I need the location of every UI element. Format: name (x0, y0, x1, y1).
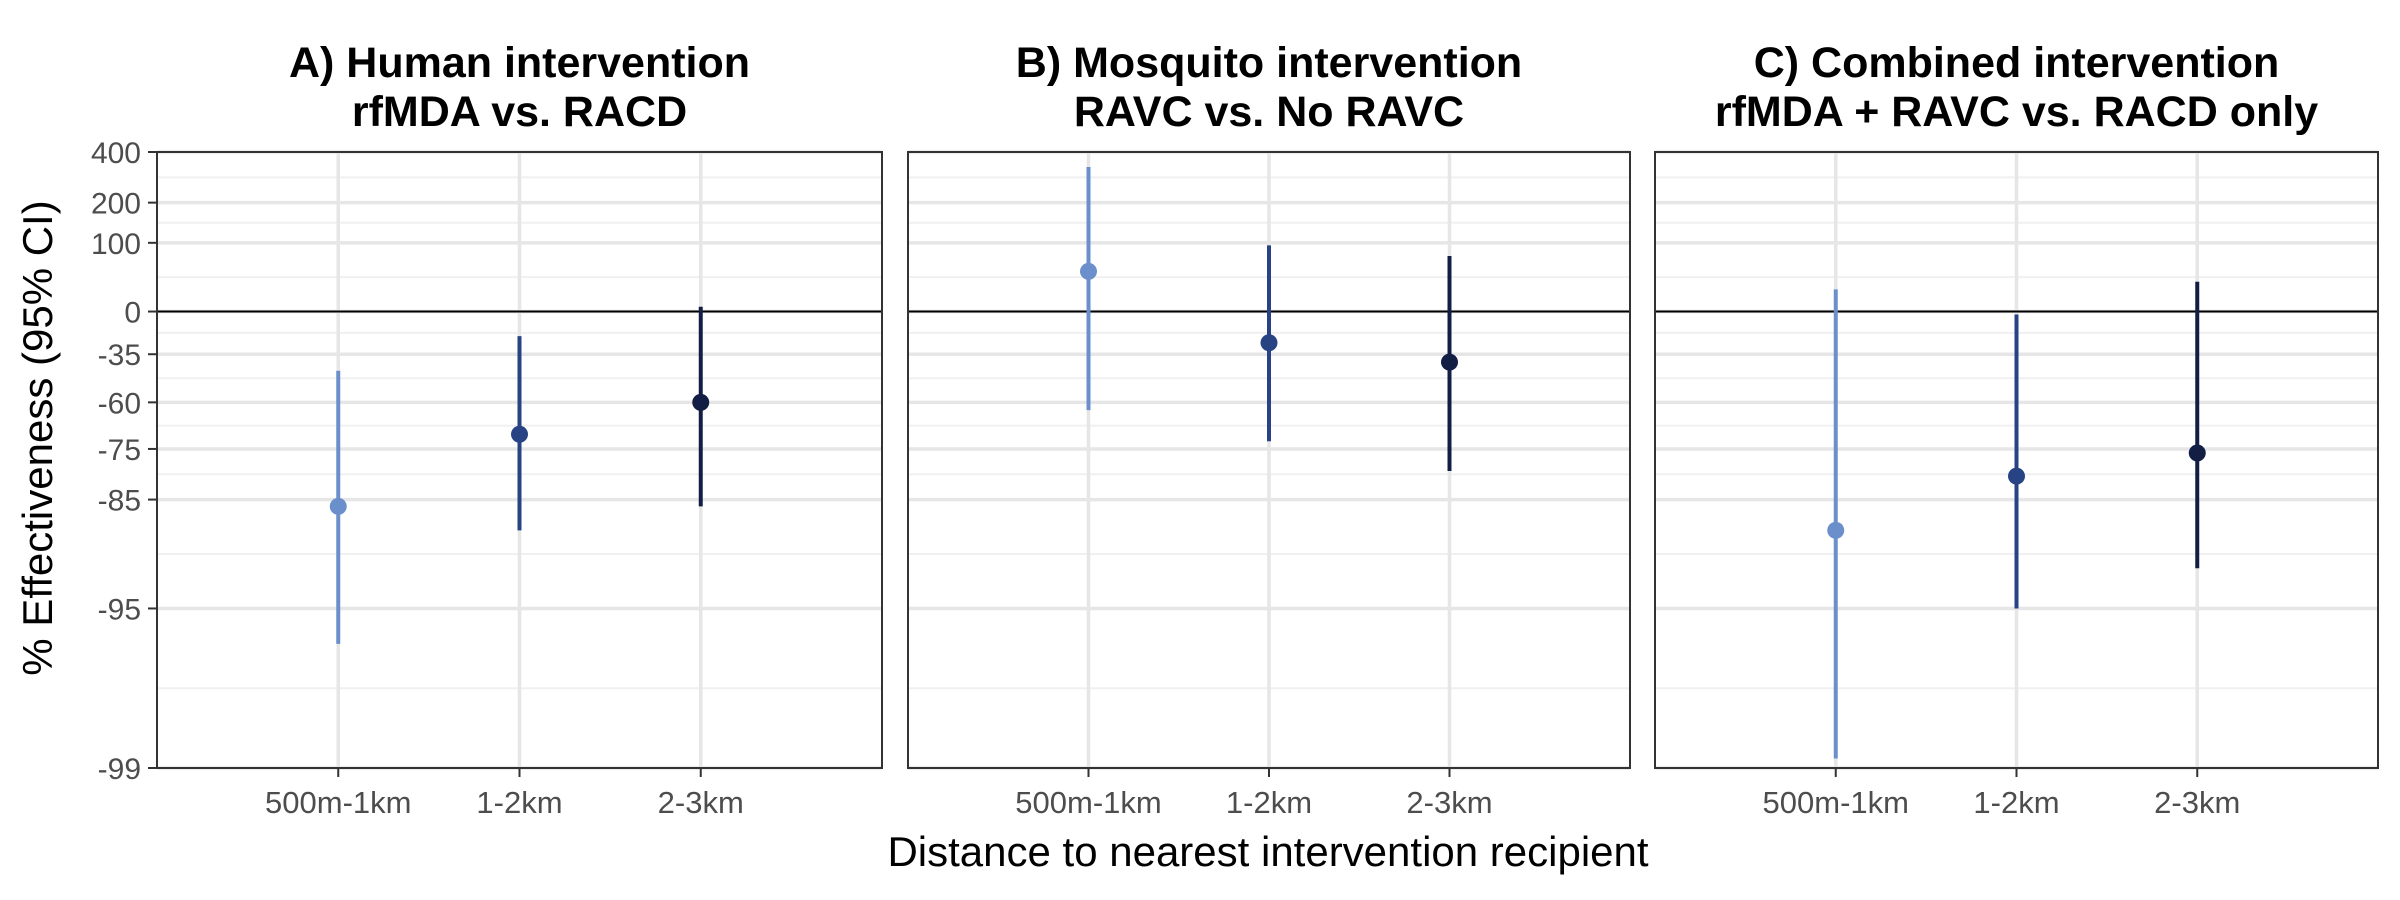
panel-title: A) Human intervention (289, 39, 750, 87)
estimate-point (1260, 334, 1278, 352)
y-tick-label: -60 (98, 387, 141, 420)
panel-subtitle: RAVC vs. No RAVC (1074, 88, 1464, 136)
panel-title: C) Combined intervention (1754, 39, 2280, 87)
estimate-point (1441, 353, 1458, 371)
gridlines (157, 150, 2378, 770)
estimate-point (1827, 521, 1845, 539)
y-tick-label: -95 (98, 593, 141, 626)
estimate-point (511, 425, 528, 443)
axes: 500m-1km 1-2km 2-3km 500m-1km 1-2km 2-3km 500m… (91, 137, 2240, 820)
x-tick-label: 500m-1km (1763, 785, 1909, 820)
x-tick-label: 2-3km (1406, 785, 1492, 820)
x-tick-label: 500m-1km (265, 785, 411, 820)
x-tick-label: 1-2km (1973, 785, 2059, 820)
estimate-point (2188, 444, 2206, 462)
y-tick-label: 400 (91, 137, 141, 170)
estimate-point (692, 393, 710, 411)
x-tick-label: 1-2km (1226, 785, 1312, 820)
y-tick-label: 0 (124, 297, 141, 330)
estimate-point (329, 497, 347, 515)
y-tick-label: -99 (98, 753, 141, 786)
y-tick-label: -85 (98, 485, 141, 518)
y-tick-label: 200 (91, 188, 141, 221)
x-tick-label: 500m-1km (1015, 785, 1161, 820)
x-tick-label: 2-3km (2154, 785, 2240, 820)
panel-subtitle: rfMDA vs. RACD (352, 88, 687, 136)
data-marks (329, 166, 2206, 759)
x-tick-label: 1-2km (476, 785, 562, 820)
y-tick-label: 100 (91, 228, 141, 261)
estimate-point (1080, 262, 1097, 280)
y-axis-label: % Effectiveness (95% CI) (14, 200, 61, 675)
y-tick-label: -35 (98, 339, 141, 372)
panel-subtitle: rfMDA + RAVC vs. RACD only (1715, 88, 2318, 136)
estimate-point (2008, 467, 2025, 485)
x-tick-label: 2-3km (658, 785, 744, 820)
x-axis-label: Distance to nearest intervention recipie… (887, 828, 1648, 875)
panel-title: B) Mosquito intervention (1016, 39, 1522, 87)
y-tick-label: -75 (98, 434, 141, 467)
